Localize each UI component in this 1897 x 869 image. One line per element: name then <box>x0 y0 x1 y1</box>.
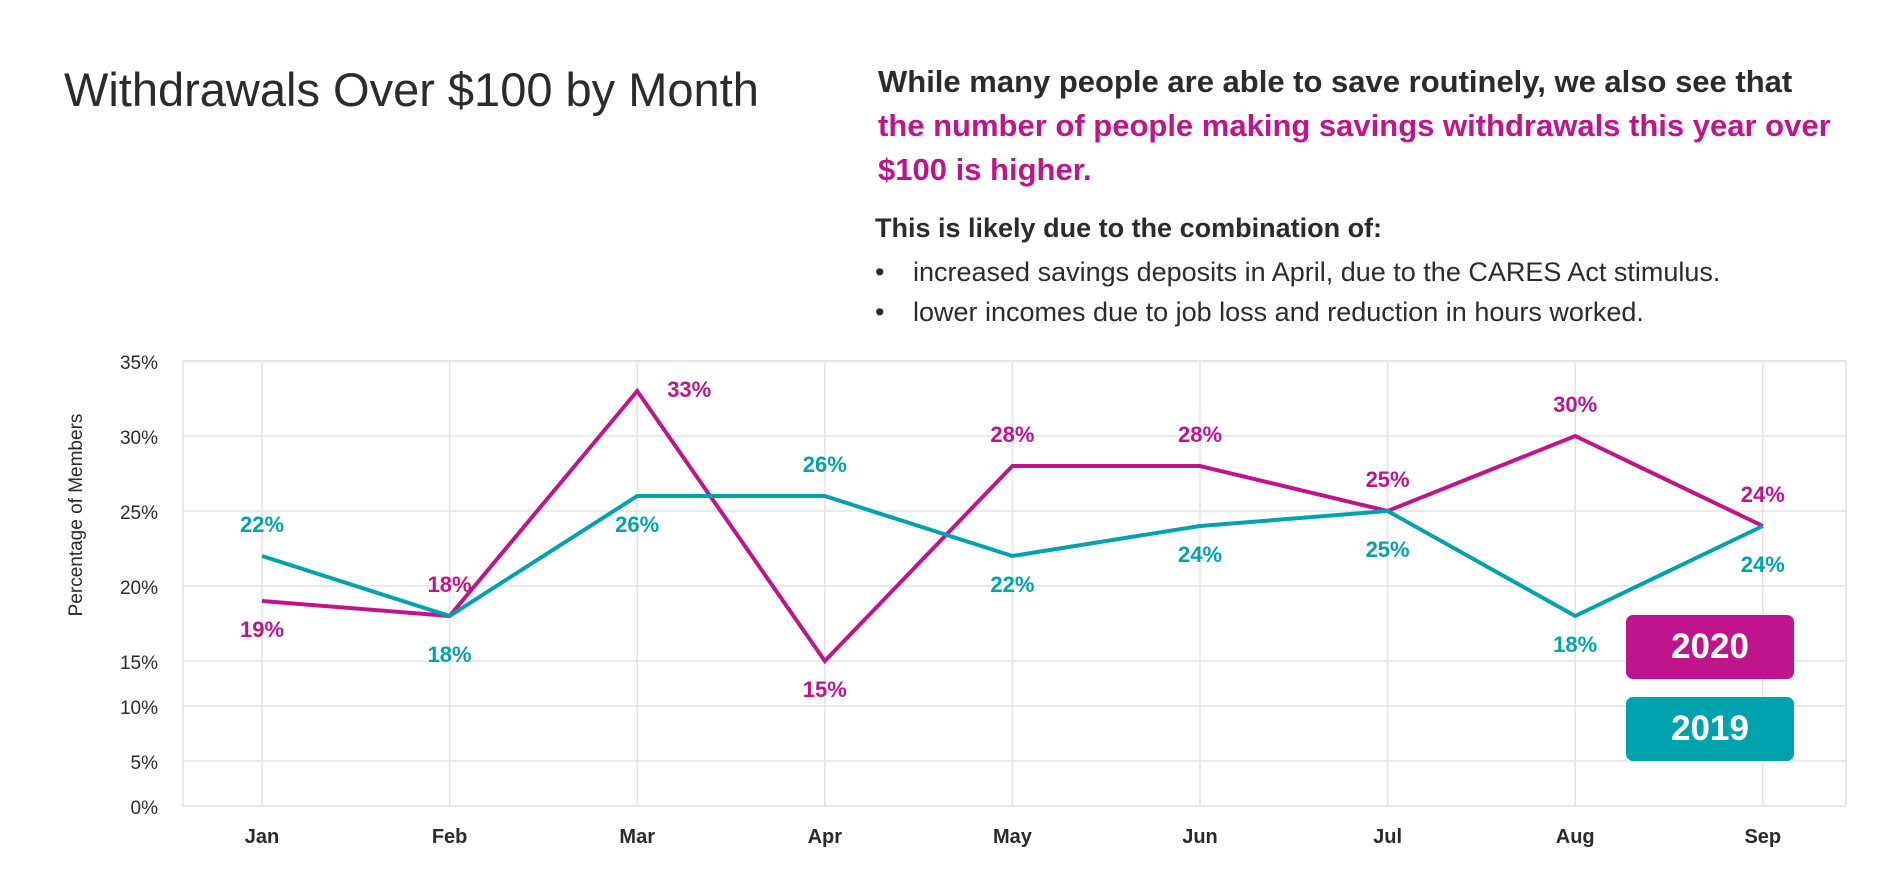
data-label-2020: 33% <box>667 377 711 402</box>
data-label-2019: 24% <box>1741 552 1785 577</box>
data-label-2020: 18% <box>428 572 472 597</box>
data-label-2020: 30% <box>1553 392 1597 417</box>
x-tick-label: May <box>993 826 1033 848</box>
data-label-2019: 26% <box>803 452 847 477</box>
y-tick-label: 20% <box>120 578 158 599</box>
bullet-dot-icon: • <box>875 257 885 287</box>
legend-item-2019: 2019 <box>1626 697 1794 761</box>
legend-item-2020: 2020 <box>1626 615 1794 679</box>
data-label-2019: 22% <box>990 572 1034 597</box>
data-label-2019: 18% <box>1553 632 1597 657</box>
x-tick-label: Aug <box>1556 826 1595 848</box>
data-label-2019: 26% <box>615 512 659 537</box>
data-label-2020: 15% <box>803 677 847 702</box>
x-tick-label: Mar <box>619 826 655 848</box>
bullet-dot-icon: • <box>875 297 885 327</box>
y-tick-label: 35% <box>120 353 158 374</box>
x-tick-label: Sep <box>1744 826 1781 848</box>
data-label-2020: 28% <box>990 422 1034 447</box>
data-label-2020: 24% <box>1741 482 1785 507</box>
y-tick-label: 10% <box>120 698 158 719</box>
data-label-2019: 25% <box>1366 537 1410 562</box>
bullet-text: lower incomes due to job loss and reduct… <box>913 297 1644 327</box>
bullet-text: increased savings deposits in April, due… <box>913 257 1721 287</box>
data-label-2020: 28% <box>1178 422 1222 447</box>
bullet-list: • increased savings deposits in April, du… <box>875 252 1720 332</box>
x-tick-label: Jan <box>245 826 279 848</box>
bullet-item: • increased savings deposits in April, du… <box>875 252 1720 292</box>
bullet-item: • lower incomes due to job loss and reduc… <box>875 292 1720 332</box>
headline-lead: While many people are able to save routi… <box>878 64 1793 99</box>
data-label-2019: 24% <box>1178 542 1222 567</box>
subhead: This is likely due to the combination of… <box>875 213 1383 243</box>
line-chart: 0% 5% 10% 15% 20% 25% 30% 35% Jan Feb Mar Apr May Jun… <box>66 353 1847 848</box>
y-tick-label: 5% <box>131 753 159 774</box>
headline-highlight: the number of people making savings with… <box>878 108 1831 187</box>
y-axis-title: Percentage of Members <box>66 414 87 617</box>
data-label-2019: 18% <box>428 642 472 667</box>
y-tick-label: 25% <box>120 503 158 524</box>
x-tick-label: Jun <box>1182 826 1218 848</box>
series-line-2019 <box>261 494 1764 619</box>
x-tick-label: Feb <box>432 826 468 848</box>
y-tick-label: 30% <box>120 428 158 449</box>
headline: While many people are able to save routi… <box>878 60 1838 192</box>
y-tick-label: 15% <box>120 653 158 674</box>
series-line-2020 <box>261 387 1764 665</box>
y-tick-label: 0% <box>131 798 159 819</box>
data-label-2020: 19% <box>240 617 284 642</box>
data-label-2019: 22% <box>240 512 284 537</box>
data-label-2020: 25% <box>1366 467 1410 492</box>
x-tick-label: Jul <box>1373 826 1402 848</box>
x-tick-label: Apr <box>808 826 843 848</box>
chart-title: Withdrawals Over $100 by Month <box>64 63 759 116</box>
